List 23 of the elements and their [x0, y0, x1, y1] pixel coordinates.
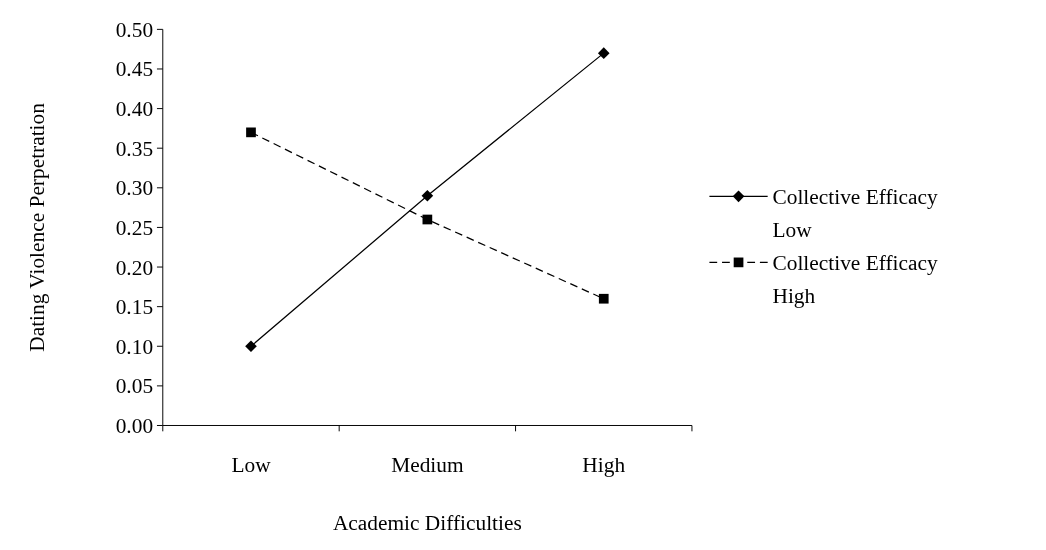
point	[245, 340, 257, 353]
point	[598, 293, 609, 304]
y-tick-label: 0.40	[115, 97, 154, 122]
point	[421, 189, 434, 202]
x-tick-label: Medium	[391, 453, 464, 478]
y-tick-label: 0.10	[115, 334, 154, 359]
x-axis-title: Academic Difficulties	[332, 511, 522, 536]
y-tick-label: 0.35	[115, 136, 154, 161]
y-tick-label: 0.50	[115, 17, 154, 42]
y-tick-label: 0.30	[115, 176, 154, 201]
point	[597, 47, 610, 59]
y-tick-label: 0.25	[115, 215, 154, 240]
y-tick-label: 0.20	[115, 255, 154, 280]
y-tick-label: 0.45	[115, 57, 154, 82]
point	[246, 127, 256, 138]
x-tick-label: High	[582, 453, 626, 478]
legend-label: Collective Efficacy High	[772, 250, 938, 308]
y-axis-title: Dating Violence Perpetration	[25, 102, 50, 352]
x-tick-label: Low	[231, 453, 272, 478]
legend-label: Collective Efficacy Low	[772, 184, 938, 242]
y-tick-label: 0.05	[115, 374, 154, 399]
y-tick-label: 0.15	[115, 295, 154, 320]
y-tick-label: 0.00	[115, 413, 154, 438]
